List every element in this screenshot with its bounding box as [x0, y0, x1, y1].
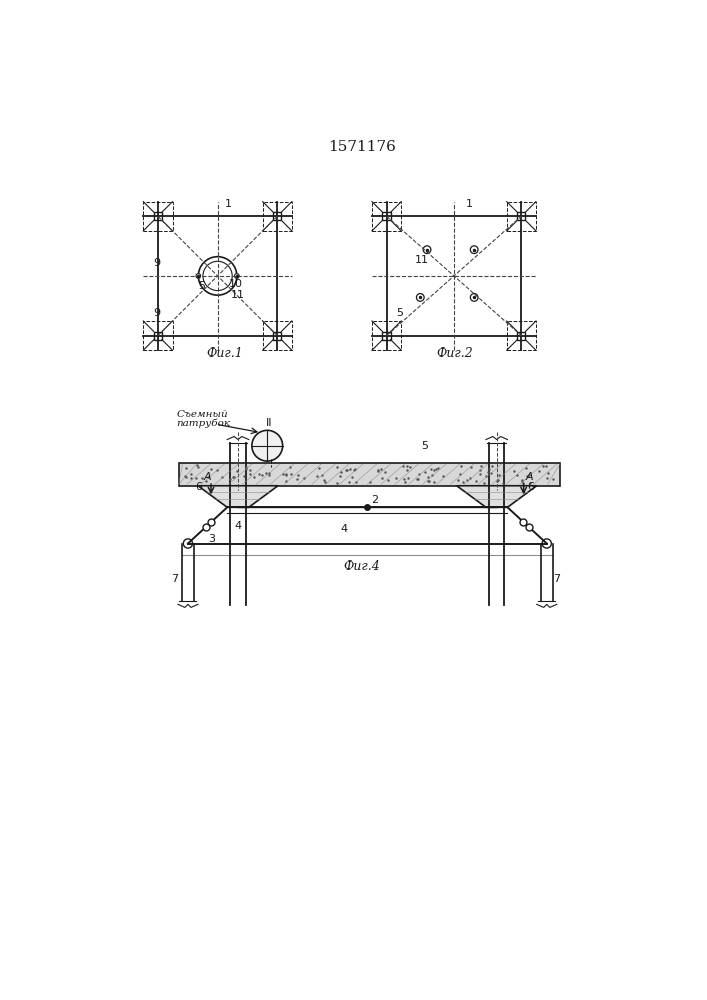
Text: Съемный: Съемный	[176, 410, 228, 419]
Circle shape	[542, 539, 551, 548]
Circle shape	[470, 294, 478, 301]
Text: A: A	[525, 472, 533, 482]
Text: 6: 6	[196, 482, 203, 492]
Text: 10: 10	[229, 279, 243, 289]
Text: Фиг.2: Фиг.2	[436, 347, 473, 360]
Text: патрубок: патрубок	[176, 419, 230, 428]
Circle shape	[196, 274, 201, 278]
Polygon shape	[457, 486, 537, 507]
Text: 7: 7	[171, 574, 178, 584]
Polygon shape	[179, 463, 560, 486]
Circle shape	[416, 294, 424, 301]
Text: 6: 6	[527, 482, 534, 492]
Text: 1: 1	[225, 199, 232, 209]
Text: 3: 3	[208, 534, 215, 544]
Text: 4: 4	[235, 521, 242, 531]
Text: 1: 1	[466, 199, 473, 209]
Text: 9: 9	[153, 308, 160, 318]
Text: 1571176: 1571176	[328, 140, 396, 154]
Text: 11: 11	[231, 290, 245, 300]
Polygon shape	[198, 486, 278, 507]
Circle shape	[252, 430, 283, 461]
Text: 11: 11	[415, 255, 429, 265]
Text: 5: 5	[198, 281, 205, 291]
Circle shape	[235, 274, 239, 278]
Text: 5: 5	[397, 308, 404, 318]
Text: 9: 9	[153, 258, 160, 268]
Text: A: A	[204, 472, 211, 482]
Circle shape	[470, 246, 478, 254]
Text: Фиг.1: Фиг.1	[206, 347, 243, 360]
Text: 7: 7	[553, 574, 560, 584]
Text: II: II	[266, 418, 272, 428]
Text: Фиг.4: Фиг.4	[344, 560, 380, 573]
Circle shape	[423, 246, 431, 254]
Circle shape	[183, 539, 192, 548]
Text: 5: 5	[421, 441, 428, 451]
Text: 4: 4	[340, 524, 348, 534]
Text: 2: 2	[371, 495, 378, 505]
